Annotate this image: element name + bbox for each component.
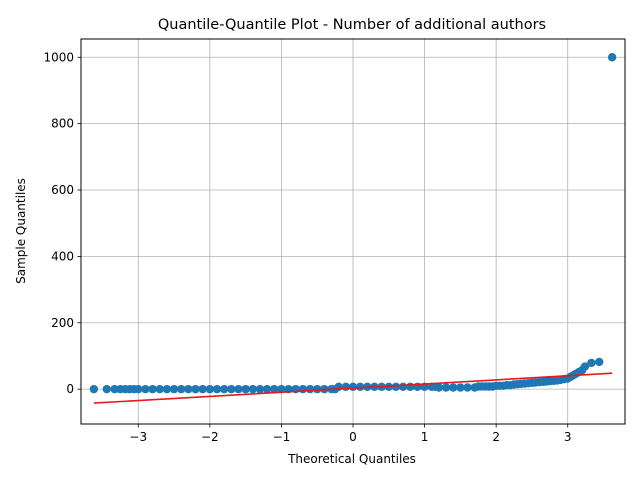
data-point	[219, 384, 229, 394]
data-point	[89, 384, 99, 394]
x-tick-label: −1	[273, 430, 291, 444]
data-point	[255, 384, 265, 394]
data-point	[134, 384, 143, 394]
data-point	[270, 384, 279, 394]
x-tick-label: 0	[349, 430, 357, 444]
y-axis-label: Sample Quantiles	[14, 178, 28, 284]
data-point	[234, 384, 243, 394]
data-point	[607, 53, 617, 62]
y-tick-label: 0	[66, 382, 74, 396]
data-point	[205, 384, 215, 394]
y-tick-label: 600	[51, 183, 74, 197]
y-tick-label: 400	[51, 249, 74, 263]
data-point	[162, 384, 172, 394]
data-point	[463, 383, 472, 392]
data-point	[587, 358, 596, 368]
data-point	[313, 384, 322, 394]
x-tick-label: 3	[564, 430, 572, 444]
y-tick-label: 1000	[43, 50, 74, 64]
data-point	[348, 382, 358, 392]
y-tick-label: 800	[51, 117, 74, 131]
data-point	[102, 384, 111, 394]
data-point	[434, 383, 444, 392]
data-point	[341, 382, 351, 392]
data-point	[155, 384, 164, 394]
data-point	[141, 384, 150, 394]
reference-line	[93, 372, 613, 404]
data-point	[391, 382, 401, 392]
y-tick-label: 200	[51, 316, 74, 330]
data-point	[248, 384, 257, 394]
data-point	[449, 383, 458, 392]
chart-title: Quantile-Quantile Plot - Number of addit…	[158, 17, 546, 33]
data-point	[277, 384, 286, 394]
ticks: −3 −2 −1 0 1 2 3 0 200 400 600 800 1000	[43, 50, 571, 444]
data-point	[177, 384, 186, 394]
data-point	[298, 384, 308, 394]
data-point	[595, 357, 604, 367]
data-point	[398, 382, 408, 392]
data-point	[191, 384, 200, 394]
data-point	[305, 384, 315, 394]
reference-line-layer	[93, 372, 613, 404]
x-tick-label: −3	[129, 430, 147, 444]
x-tick-label: −2	[201, 430, 219, 444]
data-point	[227, 384, 236, 394]
data-point	[169, 384, 179, 394]
data-point	[262, 384, 272, 394]
data-point	[456, 383, 465, 392]
data-point	[148, 384, 157, 394]
data-point	[441, 383, 451, 392]
data-point	[241, 384, 250, 394]
x-axis-label: Theoretical Quantiles	[287, 452, 416, 466]
data-point	[184, 384, 193, 394]
data-point	[212, 384, 222, 394]
grid	[81, 39, 625, 424]
data-point	[198, 384, 207, 394]
data-point	[580, 362, 590, 371]
x-tick-label: 1	[421, 430, 429, 444]
data-point	[355, 382, 365, 392]
x-tick-label: 2	[492, 430, 500, 444]
